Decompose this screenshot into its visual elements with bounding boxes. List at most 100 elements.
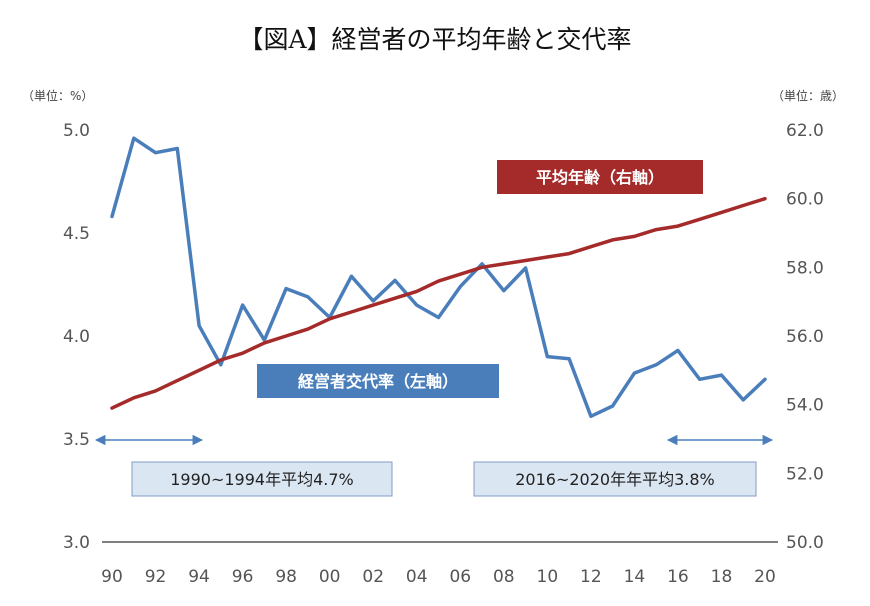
series-0-point	[720, 373, 723, 377]
series-0-point	[393, 278, 397, 282]
series-1-point	[524, 259, 528, 262]
series-0-point	[197, 324, 201, 328]
series-1-point	[763, 197, 767, 201]
x-tick-label: 94	[188, 567, 210, 587]
series-1-point	[458, 272, 462, 276]
series-badge-rate-label: 経営者交代率（左軸）	[298, 372, 458, 391]
series-0-point	[458, 285, 462, 289]
series-0-point	[589, 414, 593, 418]
x-axis-ticks: 90 92 94 96 98 00 02 04 06 08 10 12 14 16 18 20	[101, 567, 776, 587]
series-1-point	[741, 204, 745, 207]
x-tick-label: 96	[232, 567, 254, 587]
right-axis-unit: （単位：歳）	[772, 88, 844, 103]
series-0-point	[502, 289, 506, 293]
series-0-point	[545, 355, 549, 359]
left-tick-label: 4.0	[63, 327, 90, 347]
right-note-box	[473, 461, 757, 497]
series-0-point	[154, 151, 157, 155]
series-1-point	[654, 228, 658, 232]
left-axis-ticks: 3.0 3.5 4.0 4.5 5.0	[63, 121, 90, 553]
right-axis-ticks: 50.0 52.0 54.0 56.0 58.0 60.0 62.0	[786, 121, 824, 553]
series-1-point	[371, 303, 375, 307]
series-1-point	[567, 252, 571, 256]
right-tick-label: 60.0	[786, 190, 824, 210]
series-1-point	[306, 327, 310, 331]
right-note-text: 2016~2020年年平均3.8%	[515, 470, 715, 489]
series-0-point	[241, 303, 245, 307]
x-tick-label: 16	[667, 567, 689, 587]
right-tick-label: 58.0	[786, 258, 824, 278]
series-0-point	[741, 398, 745, 402]
series-0-point	[110, 215, 114, 218]
x-tick-label: 10	[537, 567, 559, 587]
series-1-point	[502, 262, 506, 266]
series-1-point	[241, 351, 245, 355]
left-tick-label: 3.0	[63, 533, 90, 553]
series-1-point	[132, 396, 136, 400]
series-0-point	[611, 404, 615, 408]
series-1-point	[328, 317, 332, 321]
series-1-point	[632, 234, 636, 238]
series-0-point	[306, 295, 310, 299]
x-tick-label: 20	[754, 567, 776, 587]
right-tick-label: 56.0	[786, 327, 824, 347]
x-tick-label: 00	[319, 567, 341, 587]
x-tick-label: 18	[711, 567, 733, 587]
series-1-point	[676, 224, 680, 228]
right-tick-label: 62.0	[786, 121, 824, 141]
series-1-point	[219, 358, 223, 362]
x-tick-label: 98	[275, 567, 297, 587]
series-0-point	[567, 357, 571, 361]
series-badge-age	[497, 160, 703, 194]
series-0-point	[763, 377, 767, 381]
left-note-text: 1990~1994年平均4.7%	[170, 470, 354, 489]
x-tick-label: 08	[493, 567, 515, 587]
series-0-point	[437, 316, 440, 319]
series-1-point	[720, 210, 723, 214]
series-0-point	[480, 262, 484, 266]
series-1-point	[284, 334, 288, 338]
series-0-point	[632, 371, 636, 375]
series-1-point	[611, 238, 615, 242]
series-1-point	[589, 245, 593, 249]
series-0-point	[175, 147, 179, 150]
series-1-point	[545, 255, 549, 259]
right-tick-label: 50.0	[786, 533, 824, 553]
left-tick-label: 5.0	[63, 121, 90, 141]
series-1-point	[262, 341, 266, 345]
series-0-point	[219, 363, 223, 367]
x-tick-label: 92	[145, 567, 167, 587]
right-tick-label: 52.0	[786, 464, 824, 484]
x-tick-label: 12	[580, 567, 602, 587]
series-1-point	[415, 289, 419, 293]
series-badge-age-label: 平均年齢（右軸）	[536, 168, 664, 187]
x-tick-label: 14	[624, 567, 646, 587]
series-1-point	[393, 296, 397, 300]
series-layer	[110, 136, 767, 419]
left-tick-label: 3.5	[63, 430, 90, 450]
series-1-point	[175, 379, 179, 383]
series-0-point	[349, 274, 353, 278]
series-1-point	[154, 389, 157, 393]
series-1-point	[437, 279, 440, 283]
series-1-point	[349, 310, 353, 314]
series-1-point	[197, 368, 201, 372]
x-tick-label: 90	[101, 567, 123, 587]
series-0-point	[132, 136, 136, 140]
series-0-point	[676, 348, 680, 352]
series-badge-rate	[257, 364, 499, 398]
series-0-point	[415, 303, 419, 307]
x-tick-label: 02	[362, 567, 384, 587]
left-note-box	[131, 461, 393, 497]
series-1-point	[110, 406, 114, 410]
right-tick-label: 54.0	[786, 396, 824, 416]
series-0-point	[698, 377, 702, 381]
series-0-point	[284, 287, 288, 291]
series-1-point	[480, 265, 484, 269]
left-tick-label: 4.5	[63, 224, 90, 244]
x-tick-label: 06	[449, 567, 471, 587]
left-axis-unit: （単位：%）	[22, 88, 93, 103]
series-0-point	[371, 299, 375, 303]
